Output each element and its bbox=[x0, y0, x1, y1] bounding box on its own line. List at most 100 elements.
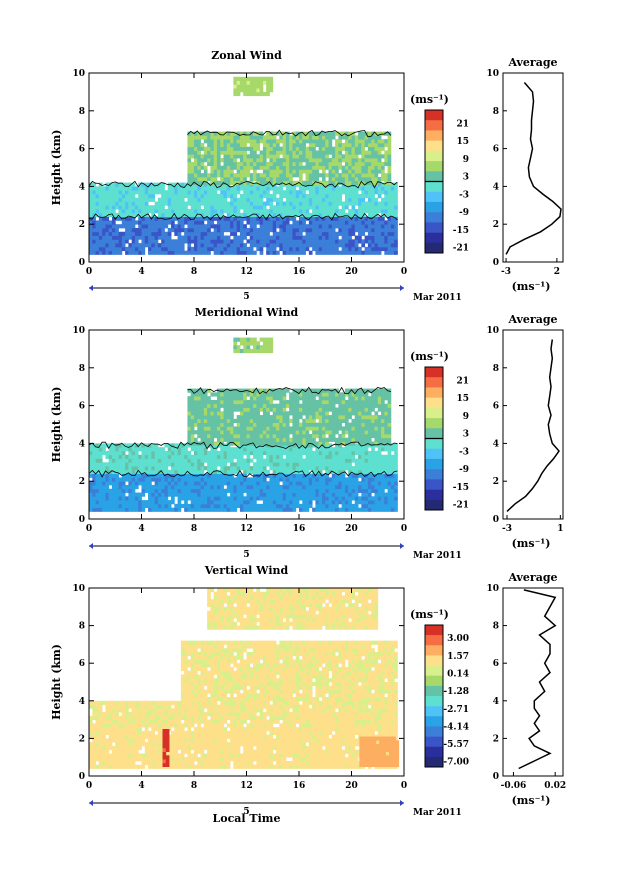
heatmap-cell bbox=[92, 454, 96, 459]
heatmap-cell bbox=[197, 433, 201, 439]
date-line-right-marker bbox=[400, 285, 404, 291]
heatmap-cell bbox=[236, 492, 241, 497]
heatmap-cell bbox=[358, 407, 362, 412]
heatmap-cell bbox=[312, 418, 316, 424]
heatmap-cell bbox=[285, 154, 290, 159]
heatmap-cell bbox=[315, 158, 320, 163]
heatmap-cell bbox=[249, 437, 254, 442]
heatmap-cell bbox=[223, 135, 228, 140]
heatmap-cell bbox=[374, 231, 379, 236]
heatmap-cell bbox=[348, 447, 352, 452]
heatmap-cell bbox=[387, 492, 392, 497]
heatmap-cell bbox=[302, 216, 306, 221]
heatmap-cell bbox=[223, 201, 228, 206]
heatmap-cell bbox=[226, 473, 231, 478]
heatmap-cell bbox=[203, 426, 208, 431]
heatmap-cell bbox=[203, 212, 208, 218]
heatmap-cell bbox=[292, 243, 297, 248]
heatmap-cell bbox=[285, 139, 290, 144]
heatmap-cell bbox=[138, 243, 142, 248]
heatmap-cell bbox=[111, 193, 116, 199]
heatmap-cell bbox=[213, 154, 218, 159]
heatmap-cell bbox=[328, 193, 333, 199]
heatmap-cell bbox=[374, 426, 379, 431]
heatmap-cell bbox=[180, 443, 185, 448]
heatmap-cell bbox=[230, 458, 234, 463]
heatmap-layer bbox=[89, 216, 398, 255]
heatmap-cell bbox=[236, 201, 241, 206]
heatmap-cell bbox=[367, 411, 372, 416]
heatmap-cell bbox=[253, 411, 257, 416]
heatmap-cell bbox=[295, 142, 300, 148]
heatmap-cell bbox=[89, 224, 93, 229]
heatmap-cell bbox=[364, 193, 369, 199]
heatmap-cell bbox=[338, 150, 343, 155]
heatmap-cell bbox=[351, 224, 356, 229]
heatmap-cell bbox=[161, 473, 165, 478]
heatmap-cell bbox=[253, 441, 257, 446]
heatmap-cell bbox=[381, 500, 385, 505]
heatmap-cell bbox=[184, 469, 188, 475]
heatmap-cell bbox=[259, 466, 264, 471]
heatmap-cell bbox=[207, 430, 211, 435]
heatmap-cell bbox=[371, 180, 375, 185]
heatmap-cell bbox=[230, 169, 234, 174]
heatmap-cell bbox=[187, 193, 192, 199]
heatmap-cell bbox=[302, 169, 306, 174]
heatmap-cell bbox=[233, 165, 238, 170]
heatmap-cell bbox=[207, 131, 211, 136]
heatmap-cell bbox=[233, 396, 238, 401]
heatmap-cell bbox=[184, 209, 188, 214]
heatmap-cell bbox=[92, 507, 96, 512]
heatmap-cell bbox=[102, 488, 106, 493]
heatmap-cell bbox=[377, 246, 382, 252]
heatmap-cell bbox=[108, 507, 113, 512]
heatmap-cell bbox=[377, 135, 382, 140]
heatmap-cell bbox=[105, 481, 110, 486]
heatmap-cell bbox=[157, 212, 162, 218]
heatmap-cell bbox=[134, 496, 139, 501]
heatmap-cell bbox=[154, 186, 159, 191]
heatmap-cell bbox=[351, 150, 356, 155]
heatmap-cell bbox=[144, 477, 149, 482]
heatmap-cell bbox=[98, 458, 103, 463]
heatmap-cell bbox=[246, 426, 251, 431]
heatmap-cell bbox=[358, 235, 362, 240]
heatmap-cell bbox=[125, 500, 129, 505]
heatmap-cell bbox=[331, 209, 336, 214]
heatmap-cell bbox=[184, 450, 188, 456]
heatmap-cell bbox=[341, 135, 346, 140]
heatmap-cell bbox=[190, 403, 195, 408]
heatmap-cell bbox=[174, 454, 178, 459]
heatmap-cell bbox=[377, 484, 382, 490]
heatmap-cell bbox=[190, 216, 195, 221]
heatmap-cell bbox=[118, 503, 123, 509]
heatmap-cell bbox=[253, 500, 257, 505]
heatmap-cell bbox=[279, 246, 283, 252]
heatmap-cell bbox=[299, 142, 303, 148]
heatmap-cell bbox=[223, 169, 228, 174]
heatmap-cell bbox=[102, 466, 106, 471]
heatmap-cell bbox=[305, 212, 310, 218]
heatmap-cell bbox=[213, 231, 218, 236]
heatmap-cell bbox=[269, 246, 274, 252]
heatmap-cell bbox=[269, 243, 274, 248]
heatmap-cell bbox=[115, 197, 119, 202]
heatmap-cell bbox=[335, 399, 339, 405]
heatmap-cell bbox=[207, 205, 211, 210]
heatmap-cell bbox=[138, 246, 142, 252]
heatmap-cell bbox=[315, 142, 320, 148]
heatmap-cell bbox=[134, 484, 139, 490]
heatmap-cell bbox=[302, 496, 306, 501]
heatmap-cell bbox=[125, 186, 129, 191]
heatmap-cell bbox=[295, 441, 300, 446]
heatmap-cell bbox=[276, 176, 280, 182]
heatmap-cell bbox=[361, 433, 366, 439]
heatmap-cell bbox=[171, 477, 175, 482]
heatmap-cell bbox=[318, 173, 323, 178]
heatmap-cell bbox=[341, 430, 346, 435]
heatmap-cell bbox=[203, 201, 208, 206]
heatmap-cell bbox=[374, 492, 379, 497]
heatmap-cell bbox=[312, 243, 316, 248]
heatmap-cell bbox=[364, 190, 369, 195]
